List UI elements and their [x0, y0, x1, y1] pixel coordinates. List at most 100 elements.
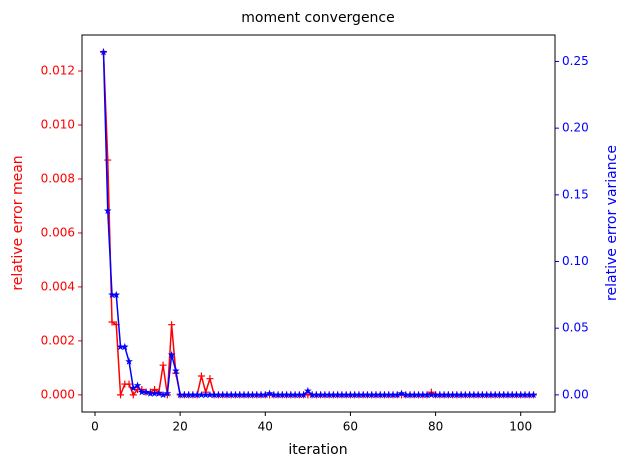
star-marker [316, 390, 325, 399]
star-marker [184, 390, 193, 399]
star-marker [478, 390, 487, 399]
star-marker [269, 390, 278, 399]
star-marker [248, 390, 257, 399]
star-marker [312, 390, 321, 399]
star-marker [278, 390, 287, 399]
star-marker [453, 390, 461, 399]
plus-marker [129, 391, 137, 399]
star-marker [529, 390, 538, 399]
y-tick-label: 0.000 [41, 387, 75, 401]
star-marker [342, 390, 350, 399]
star-marker [512, 390, 521, 399]
star-marker [338, 390, 346, 399]
x-tick-label: 100 [509, 420, 532, 434]
star-marker [444, 390, 453, 399]
star-marker [495, 390, 504, 399]
star-marker [261, 390, 270, 399]
series-line [102, 52, 534, 396]
star-marker [116, 342, 125, 351]
star-marker [227, 390, 236, 399]
x-tick-label: 20 [172, 420, 187, 434]
star-marker [372, 390, 380, 399]
star-marker [142, 388, 150, 396]
star-marker [329, 390, 338, 399]
star-marker [401, 390, 410, 399]
star-marker [180, 390, 189, 399]
star-marker [206, 390, 214, 399]
star-marker [210, 390, 218, 399]
star-marker [159, 390, 167, 399]
star-marker [291, 390, 299, 399]
star-marker [487, 390, 495, 399]
y-tick-label: 0.004 [41, 279, 75, 293]
plus-marker [197, 372, 205, 380]
star-marker [214, 390, 223, 399]
star-marker [167, 350, 176, 359]
star-marker [508, 390, 517, 399]
star-marker [448, 390, 457, 399]
star-marker [150, 389, 159, 397]
star-marker [133, 381, 142, 389]
star-marker [419, 390, 427, 399]
star-marker [414, 390, 423, 399]
star-marker [235, 390, 244, 399]
plus-marker [206, 375, 214, 383]
x-tick-label: 40 [258, 420, 273, 434]
star-marker [176, 390, 184, 399]
plus-marker [159, 361, 167, 369]
star-marker [389, 390, 397, 399]
star-marker [436, 390, 444, 399]
plus-marker [117, 391, 125, 399]
star-marker [282, 390, 291, 399]
star-marker [244, 390, 253, 399]
star-marker [321, 390, 329, 399]
star-marker [201, 390, 210, 399]
star-marker [427, 390, 436, 399]
star-marker [393, 390, 402, 399]
y2-axis-label: relative error variance [604, 145, 620, 301]
star-marker [189, 390, 197, 399]
star-marker [125, 357, 133, 365]
star-marker [103, 206, 112, 215]
star-marker [350, 390, 359, 399]
star-marker [112, 290, 121, 299]
star-marker [252, 390, 261, 399]
star-marker [155, 389, 163, 397]
star-marker [163, 389, 172, 397]
star-marker [367, 390, 376, 399]
y-tick-label: 0.010 [41, 117, 75, 131]
star-marker [380, 390, 389, 399]
star-marker [384, 390, 393, 399]
star-marker [355, 390, 363, 399]
star-marker [265, 389, 274, 397]
star-marker [474, 390, 482, 399]
y2-tick-label: 0.00 [562, 387, 589, 401]
star-marker [491, 390, 499, 399]
star-marker [299, 390, 308, 399]
star-marker [295, 390, 304, 399]
star-marker [470, 390, 478, 399]
star-marker [406, 390, 414, 399]
star-marker [193, 390, 201, 399]
star-marker [482, 390, 491, 399]
star-marker [325, 390, 333, 399]
x-tick-label: 80 [428, 420, 443, 434]
x-tick-label: 60 [343, 420, 358, 434]
star-marker [457, 390, 465, 399]
star-marker [333, 390, 342, 399]
star-marker [346, 390, 355, 399]
star-marker [146, 389, 155, 397]
star-marker [129, 384, 138, 392]
star-marker [308, 390, 316, 399]
star-marker [304, 386, 312, 395]
plus-marker [168, 321, 176, 329]
star-marker [172, 366, 180, 375]
star-marker [257, 390, 265, 399]
star-marker [397, 389, 406, 397]
star-marker [363, 390, 372, 399]
plot-frame [81, 34, 556, 413]
star-marker [197, 390, 206, 399]
y-tick-label: 0.012 [41, 64, 75, 78]
plus-marker [104, 156, 112, 164]
y2-tick-label: 0.20 [562, 121, 589, 135]
